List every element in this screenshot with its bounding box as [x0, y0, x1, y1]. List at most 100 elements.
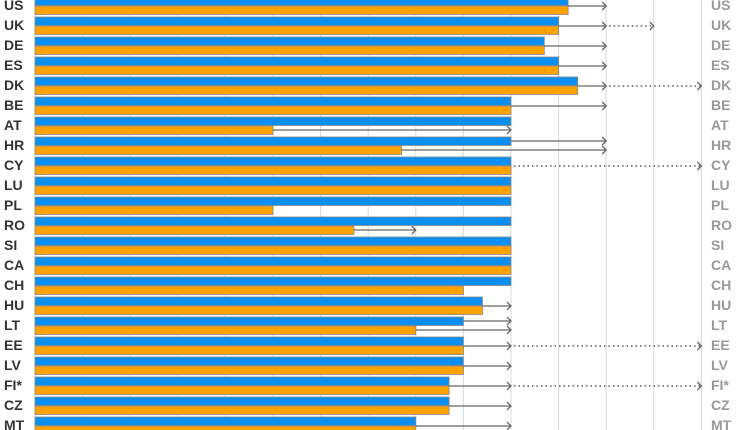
bar-series1-HR — [34, 136, 512, 146]
bar-series1-CH — [34, 276, 512, 286]
bar-series2-LU — [34, 185, 512, 195]
arrow-head — [506, 316, 512, 326]
arrow-head — [601, 1, 608, 11]
category-label-left: EE — [4, 337, 23, 353]
bar-series1-LV — [34, 356, 464, 366]
bar-series2-CA — [34, 265, 512, 275]
bars — [34, 0, 579, 430]
category-label-left: AT — [4, 117, 22, 133]
category-label-right: LT — [711, 317, 728, 333]
dotted-arrow-head — [696, 381, 703, 391]
arrow-head — [506, 125, 512, 135]
category-label-left: HU — [4, 297, 24, 313]
bar-series2-PL — [34, 205, 274, 215]
category-label-right: CA — [711, 257, 731, 273]
bar-series1-RO — [34, 216, 512, 226]
category-label-left: BE — [4, 97, 23, 113]
bar-series1-EE — [34, 336, 464, 346]
category-label-right: ES — [711, 57, 730, 73]
bar-series1-FI* — [34, 376, 450, 386]
category-label-left: HR — [4, 137, 24, 153]
category-label-right: UK — [711, 17, 731, 33]
bar-series2-DK — [34, 85, 579, 95]
bar-series1-CA — [34, 256, 512, 266]
bar-series2-LV — [34, 365, 464, 375]
bar-series2-EE — [34, 345, 464, 355]
bar-series1-HU — [34, 296, 483, 306]
bar-series1-UK — [34, 16, 559, 26]
arrow-head — [601, 61, 608, 71]
arrow-head — [506, 301, 512, 311]
bar-series1-DK — [34, 76, 579, 86]
dotted-arrow-head — [696, 161, 703, 171]
dotted-arrow-head — [696, 341, 703, 351]
bar-series2-DE — [34, 45, 545, 55]
category-label-right: EE — [711, 337, 730, 353]
category-labels: US US UK UK DE DE ES ES DK DK BE BE AT AT HR HR CY CY LU LU… — [4, 0, 732, 430]
bar-series1-US — [34, 0, 569, 6]
category-label-right: CZ — [711, 397, 730, 413]
arrow-head — [506, 361, 512, 371]
category-label-right: MT — [711, 417, 732, 430]
category-label-left: US — [4, 0, 23, 13]
arrow-head — [601, 21, 608, 31]
category-label-right: LU — [711, 177, 730, 193]
arrow-head — [601, 136, 608, 146]
arrow-head — [601, 41, 608, 51]
bar-series2-CZ — [34, 405, 450, 415]
category-label-left: DE — [4, 37, 23, 53]
category-label-right: BE — [711, 97, 730, 113]
bar-series2-ES — [34, 65, 559, 75]
dotted-arrow-head — [696, 81, 703, 91]
category-label-left: CY — [4, 157, 24, 173]
arrow-head — [601, 101, 608, 111]
category-label-left: CZ — [4, 397, 23, 413]
bar-series1-DE — [34, 36, 545, 46]
arrow-head — [506, 401, 512, 411]
dotted-arrow-head — [649, 21, 655, 31]
bar-series2-MT — [34, 425, 417, 430]
bar-series2-RO — [34, 225, 355, 235]
category-label-right: RO — [711, 217, 732, 233]
category-label-left: MT — [4, 417, 25, 430]
bar-series2-SI — [34, 245, 512, 255]
bar-series1-ES — [34, 56, 559, 66]
bar-series2-FI* — [34, 385, 450, 395]
bar-series2-US — [34, 5, 569, 15]
bar-series1-BE — [34, 96, 512, 106]
category-label-right: FI* — [711, 377, 729, 393]
category-label-left: LV — [4, 357, 22, 373]
arrow-head — [506, 421, 512, 430]
category-label-right: LV — [711, 357, 729, 373]
category-label-right: DE — [711, 37, 730, 53]
category-label-left: UK — [4, 17, 24, 33]
category-label-right: DK — [711, 77, 731, 93]
category-label-left: CH — [4, 277, 24, 293]
category-label-right: US — [711, 0, 730, 13]
category-label-right: PL — [711, 197, 729, 213]
category-label-left: DK — [4, 77, 24, 93]
bar-series2-UK — [34, 25, 559, 35]
bar-series2-HU — [34, 305, 483, 315]
arrow-head — [506, 341, 512, 351]
category-label-right: SI — [711, 237, 724, 253]
bar-series1-PL — [34, 196, 512, 206]
bar-series1-MT — [34, 416, 417, 426]
arrow-head — [506, 325, 512, 335]
arrow-head — [411, 225, 417, 235]
bar-series1-SI — [34, 236, 512, 246]
bar-series2-AT — [34, 125, 274, 135]
category-label-left: PL — [4, 197, 22, 213]
arrow-head — [506, 381, 512, 391]
arrow-head — [601, 145, 608, 155]
category-label-left: ES — [4, 57, 23, 73]
category-label-left: FI* — [4, 377, 22, 393]
category-label-left: SI — [4, 237, 17, 253]
bar-series2-CH — [34, 285, 464, 295]
bar-series1-CY — [34, 156, 512, 166]
bar-series1-AT — [34, 116, 512, 126]
category-label-right: HU — [711, 297, 731, 313]
arrow-head — [601, 81, 608, 91]
category-label-right: CH — [711, 277, 731, 293]
